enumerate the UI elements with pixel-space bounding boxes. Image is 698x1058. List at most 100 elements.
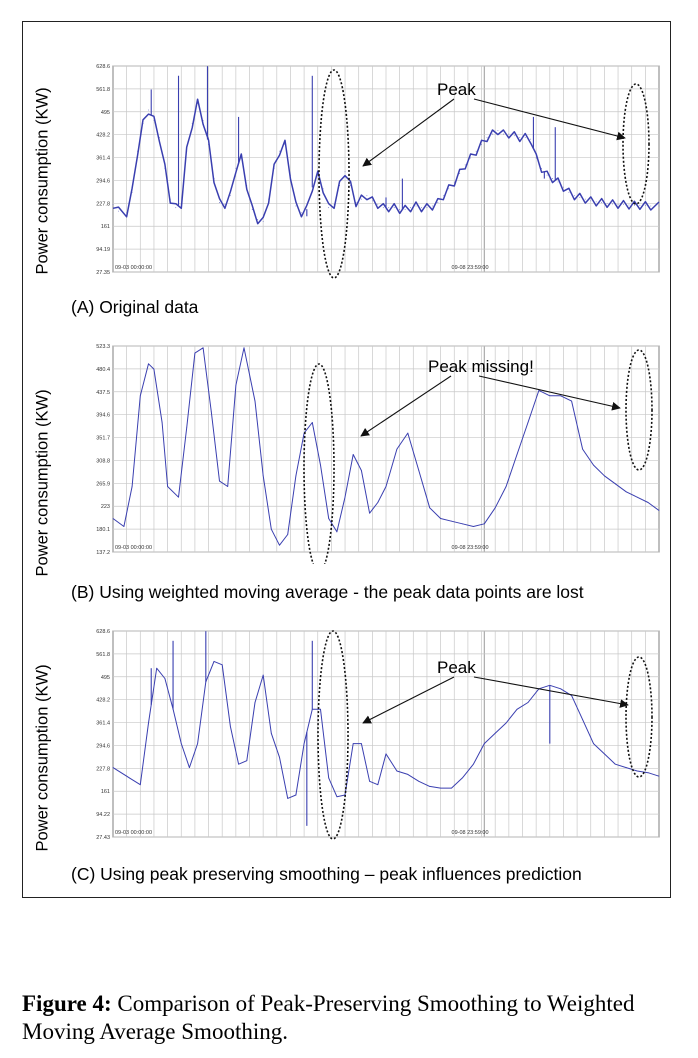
data-point [541, 167, 543, 169]
data-point [161, 422, 163, 423]
data-point [131, 486, 133, 487]
data-point [251, 209, 253, 210]
y-tick-label: 394.6 [96, 413, 110, 419]
data-point [112, 518, 114, 519]
data-point [407, 432, 409, 434]
data-point [361, 198, 362, 200]
annotation-arrow [473, 98, 626, 141]
data-point [429, 507, 431, 509]
y-tick-label: 628.6 [96, 629, 110, 635]
data-point [472, 526, 474, 527]
data-point [426, 207, 428, 209]
data-point [396, 770, 398, 772]
data-point [366, 195, 368, 197]
panel-c-chart: 628.6 561.8 495 428.2 361.4 294.6 227.8 161 94.2… [96, 629, 660, 841]
data-point [421, 207, 422, 209]
data-point [295, 475, 297, 477]
data-point [614, 763, 616, 765]
data-point [552, 178, 553, 179]
data-point [229, 195, 231, 197]
data-point [505, 722, 507, 724]
data-point [432, 205, 433, 207]
data-point [639, 204, 641, 206]
data-point [361, 470, 362, 471]
data-point [415, 205, 417, 207]
data-point [634, 204, 635, 206]
figure-caption: Figure 4: Comparison of Peak-Preserving … [22, 990, 682, 1046]
data-point [361, 743, 362, 744]
y-tick-label: 294.6 [96, 178, 110, 184]
data-point [139, 395, 141, 397]
data-point [494, 732, 496, 734]
figure-caption-label: Figure 4: [22, 991, 112, 1016]
data-point [194, 352, 196, 354]
data-point [148, 363, 149, 365]
panel-b-chart: 523.3 480.4 437.5 394.6 351.7 308.8 265.9 223 18… [96, 344, 660, 564]
data-point [590, 200, 592, 202]
x-tick-label: 09-03 00:00:00 [115, 265, 152, 271]
data-point [350, 185, 351, 186]
data-point [210, 411, 212, 413]
y-tick-label: 94.22 [96, 812, 110, 818]
highlight-ellipse [317, 630, 349, 840]
figure-frame: Power consumption (KW) 628.6 561.8 495 428.… [22, 21, 671, 898]
data-point [142, 123, 144, 125]
y-tick-label: 351.7 [96, 436, 110, 442]
data-point [197, 743, 199, 744]
annotation-label: Peak missing! [428, 357, 534, 376]
y-tick-label: 480.4 [96, 367, 110, 373]
panel-a-plot: 628.6 561.8 495 428.2 361.4 294.6 227.8 161 94.1… [79, 62, 663, 284]
data-point [254, 400, 256, 402]
data-point [369, 512, 371, 514]
data-point [636, 770, 638, 772]
data-point [604, 475, 605, 477]
data-point [186, 150, 188, 152]
data-point [582, 719, 583, 721]
data-point [229, 726, 231, 727]
data-point [593, 464, 594, 466]
data-point [112, 203, 114, 205]
data-point [352, 743, 354, 744]
data-point [464, 164, 466, 166]
x-tick-label: 09-03 00:00:00 [115, 830, 152, 836]
data-point [153, 368, 155, 370]
data-point [516, 708, 518, 710]
data-point [385, 753, 387, 755]
data-point [235, 384, 237, 386]
data-point [462, 777, 463, 779]
data-point [164, 167, 166, 169]
data-point [371, 200, 373, 202]
data-point [393, 207, 395, 209]
data-point [451, 787, 452, 789]
data-point [546, 174, 548, 176]
panel-a: Power consumption (KW) 628.6 561.8 495 428.… [23, 22, 672, 317]
data-point [459, 173, 461, 174]
data-point [442, 195, 444, 197]
data-point [273, 167, 275, 169]
data-point [352, 454, 354, 455]
y-tick-label: 161 [101, 789, 110, 795]
panel-c-ylabel: Power consumption (KW) [33, 664, 52, 852]
data-point [612, 203, 613, 205]
data-point [582, 448, 583, 450]
data-point [262, 221, 264, 222]
data-point [328, 207, 330, 209]
annotation-label: Peak [437, 658, 476, 677]
data-point [219, 202, 220, 203]
data-point [560, 395, 562, 397]
data-point [451, 520, 452, 522]
data-point [279, 150, 280, 152]
data-point [571, 695, 573, 697]
annotation-arrow [478, 375, 621, 411]
data-point [202, 347, 204, 349]
data-point [202, 119, 204, 121]
data-point [284, 143, 286, 145]
y-tick-label: 227.8 [96, 201, 110, 207]
data-point [601, 202, 603, 203]
y-tick-label: 428.2 [96, 133, 110, 139]
y-tick-label: 161 [101, 224, 110, 230]
y-tick-label: 495 [101, 675, 110, 681]
data-point [650, 205, 652, 207]
y-tick-label: 180.1 [96, 527, 110, 533]
data-point [262, 674, 264, 676]
